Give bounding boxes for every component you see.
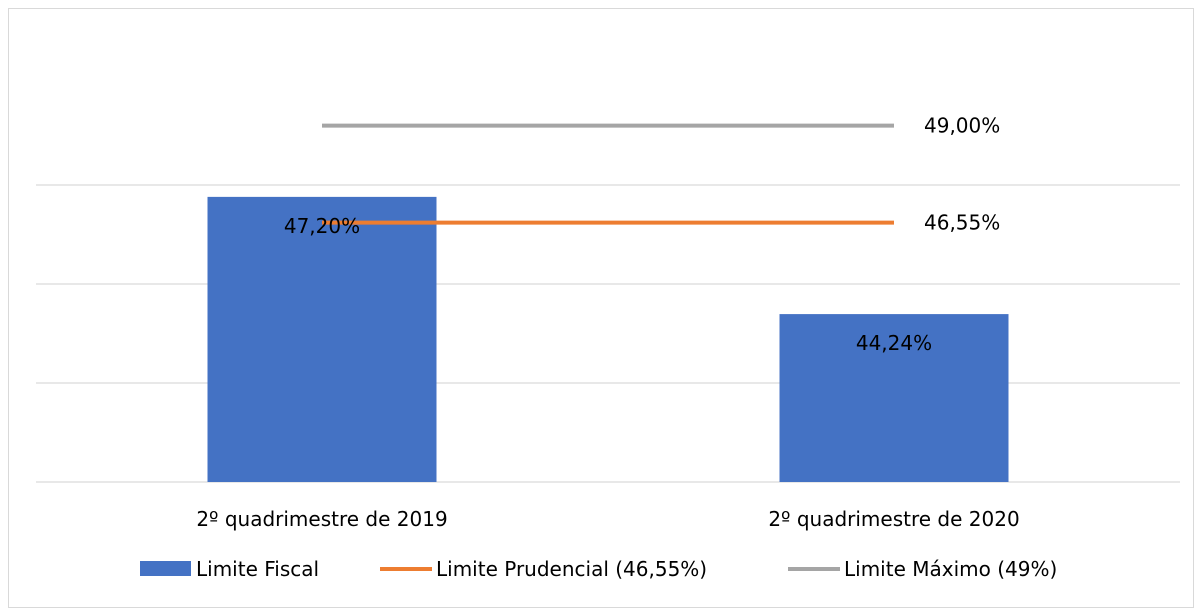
legend-swatch [140, 561, 191, 576]
bar [207, 196, 437, 482]
legend-label: Limite Fiscal [196, 557, 319, 581]
x-tick-label: 2º quadrimestre de 2020 [768, 507, 1019, 531]
legend-label: Limite Máximo (49%) [844, 557, 1057, 581]
data-label: 46,55% [924, 211, 1000, 235]
bar [779, 314, 1009, 482]
legend-label: Limite Prudencial (46,55%) [436, 557, 707, 581]
chart-frame [8, 8, 1194, 608]
x-tick-label: 2º quadrimestre de 2019 [196, 507, 447, 531]
data-label: 47,20% [284, 214, 360, 238]
data-label: 49,00% [924, 114, 1000, 138]
data-label: 44,24% [856, 331, 932, 355]
